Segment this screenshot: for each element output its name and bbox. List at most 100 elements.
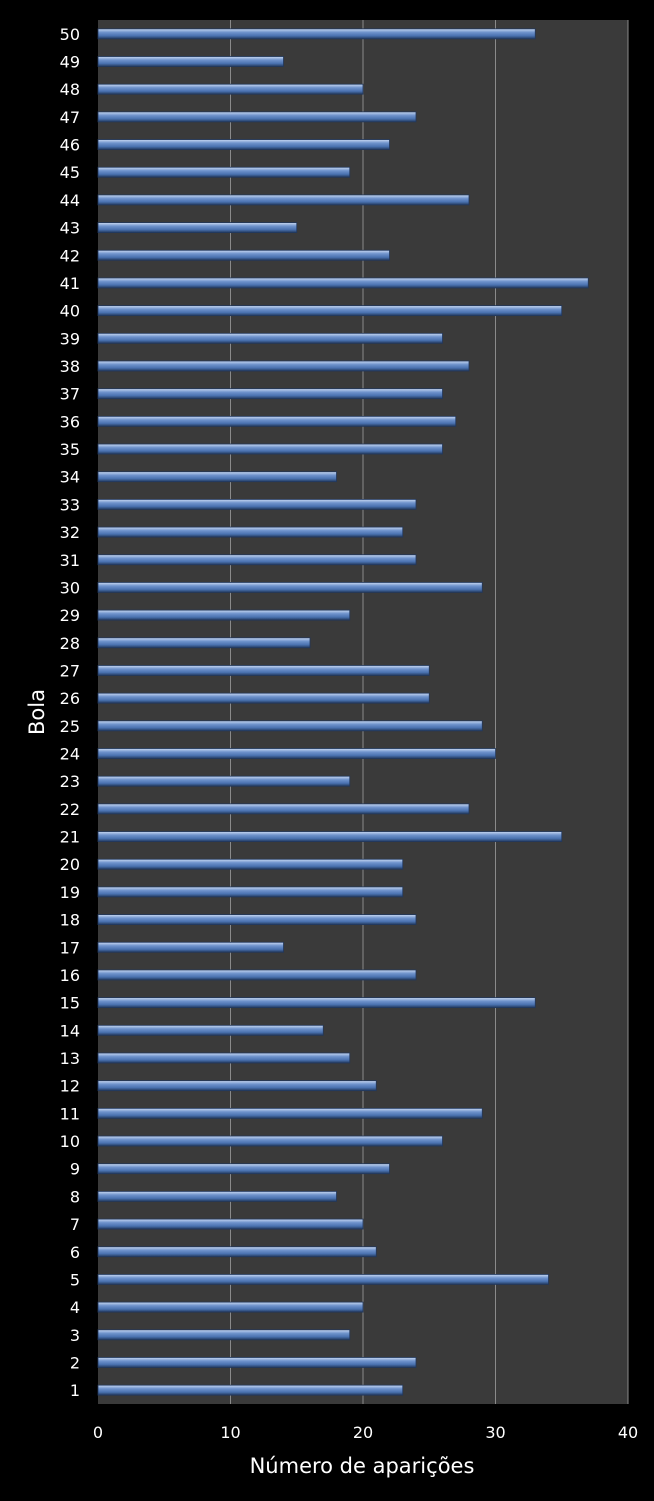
x-tick-label: 30	[485, 1423, 505, 1442]
y-tick-label: 2	[70, 1353, 80, 1372]
y-tick-label: 37	[60, 385, 80, 404]
y-tick-label: 32	[60, 523, 80, 542]
bar-38	[97, 360, 470, 372]
y-tick-label: 47	[60, 108, 80, 127]
bar-41	[97, 277, 589, 289]
y-tick-label: 8	[70, 1187, 80, 1206]
y-tick-label: 50	[60, 25, 80, 44]
bar-31	[97, 554, 417, 566]
y-tick-label: 16	[60, 966, 80, 985]
y-tick-label: 10	[60, 1132, 80, 1151]
y-tick-label: 33	[60, 495, 80, 514]
x-tick-label: 40	[618, 1423, 638, 1442]
bar-45	[97, 166, 351, 178]
y-tick-label: 43	[60, 219, 80, 238]
y-tick-label: 44	[60, 191, 80, 210]
x-tick-label: 20	[353, 1423, 373, 1442]
bar-29	[97, 609, 351, 621]
bar-40	[97, 305, 563, 317]
bar-33	[97, 498, 417, 510]
y-tick-label: 42	[60, 246, 80, 265]
bar-7	[97, 1218, 364, 1230]
bar-34	[97, 471, 337, 483]
y-tick-label: 35	[60, 440, 80, 459]
bar-23	[97, 775, 351, 787]
bar-8	[97, 1191, 337, 1202]
bar-21	[97, 831, 563, 842]
y-tick-label: 27	[60, 661, 80, 680]
bar-25	[97, 720, 483, 732]
bar-46	[97, 139, 390, 150]
bars	[97, 28, 589, 1396]
y-tick-label: 23	[60, 772, 80, 791]
bar-39	[97, 332, 443, 344]
bar-14	[97, 1024, 324, 1036]
y-tick-label: 4	[70, 1298, 80, 1317]
x-tick-label: 0	[93, 1423, 103, 1442]
y-tick-label: 12	[60, 1077, 80, 1096]
y-tick-label: 31	[60, 551, 80, 570]
y-tick-label: 3	[70, 1326, 80, 1345]
y-tick-label: 48	[60, 80, 80, 99]
x-axis-title: Número de aparições	[250, 1454, 475, 1478]
bar-48	[97, 83, 364, 95]
y-tick-label: 1	[70, 1381, 80, 1400]
bar-3	[97, 1329, 351, 1341]
y-tick-label: 45	[60, 163, 80, 182]
bar-50	[97, 28, 536, 40]
bar-18	[97, 914, 417, 925]
y-tick-label: 5	[70, 1270, 80, 1289]
y-tick-label: 13	[60, 1049, 80, 1068]
bar-43	[97, 222, 298, 234]
bar-1	[97, 1384, 404, 1396]
y-tick-label: 34	[60, 468, 80, 487]
y-tick-label: 20	[60, 855, 80, 874]
y-tick-label: 24	[60, 745, 80, 764]
y-tick-label: 22	[60, 800, 80, 819]
bar-28	[97, 637, 311, 649]
bar-11	[97, 1107, 483, 1119]
bar-5	[97, 1274, 549, 1285]
y-tick-label: 11	[60, 1104, 80, 1123]
y-tick-label: 49	[60, 53, 80, 72]
y-tick-label: 46	[60, 136, 80, 155]
y-tick-label: 18	[60, 911, 80, 930]
bar-24	[97, 748, 496, 759]
y-tick-label: 30	[60, 578, 80, 597]
y-tick-label: 40	[60, 302, 80, 321]
y-tick-label: 25	[60, 717, 80, 736]
y-tick-labels: 1234567891011121314151617181920212223242…	[60, 25, 80, 1400]
x-tick-labels: 0 10 20 30 40	[93, 1423, 638, 1442]
bar-17	[97, 941, 284, 953]
bar-13	[97, 1052, 351, 1064]
bar-22	[97, 803, 470, 815]
bar-6	[97, 1246, 377, 1258]
bar-15	[97, 997, 536, 1009]
y-tick-label: 14	[60, 1021, 80, 1040]
y-tick-label: 6	[70, 1243, 80, 1262]
y-tick-label: 17	[60, 938, 80, 957]
y-tick-label: 41	[60, 274, 80, 293]
bar-27	[97, 665, 430, 676]
y-axis-title: Bola	[25, 689, 49, 735]
bar-4	[97, 1301, 364, 1313]
bar-37	[97, 388, 443, 400]
bar-19	[97, 886, 404, 898]
y-tick-label: 21	[60, 828, 80, 847]
bar-26	[97, 692, 430, 704]
bar-10	[97, 1135, 443, 1147]
y-tick-label: 7	[70, 1215, 80, 1234]
bar-16	[97, 969, 417, 981]
bar-32	[97, 526, 404, 538]
bar-49	[97, 56, 284, 67]
bar-20	[97, 858, 404, 870]
bar-36	[97, 415, 457, 427]
bar-2	[97, 1357, 417, 1368]
bar-47	[97, 111, 417, 123]
y-tick-label: 15	[60, 994, 80, 1013]
y-tick-label: 9	[70, 1160, 80, 1179]
y-tick-label: 19	[60, 883, 80, 902]
bar-35	[97, 443, 443, 455]
bar-30	[97, 582, 483, 593]
